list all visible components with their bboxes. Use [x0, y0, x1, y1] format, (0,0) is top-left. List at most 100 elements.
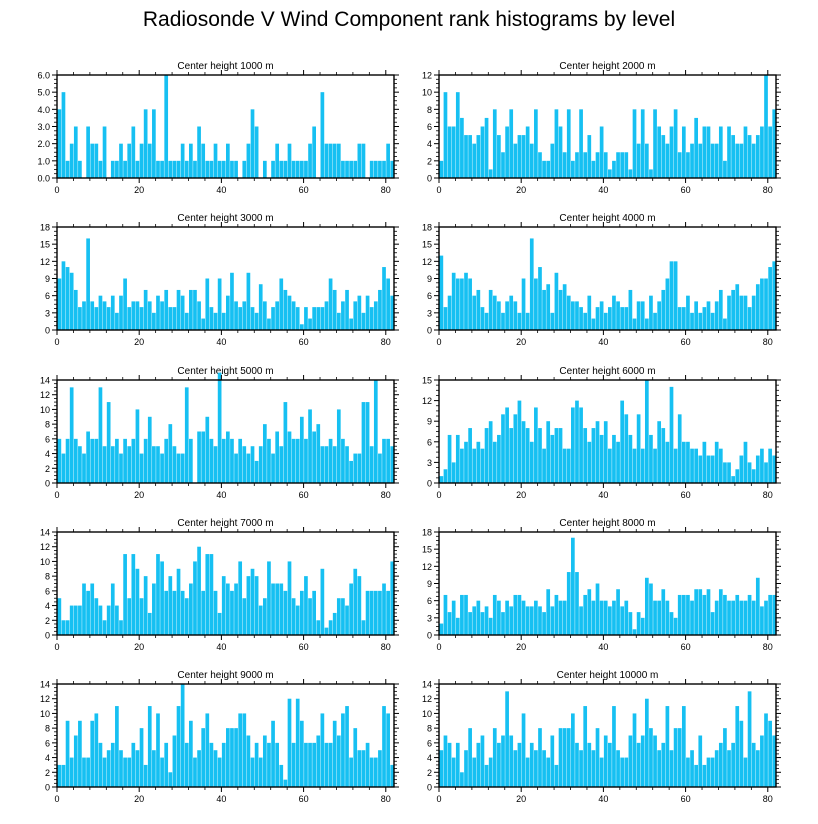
bar: [661, 742, 666, 787]
bar: [353, 160, 358, 178]
bar: [341, 598, 345, 635]
bar: [382, 583, 386, 635]
bar: [755, 577, 760, 635]
bar: [271, 160, 275, 178]
bar: [665, 278, 670, 330]
bar: [279, 278, 284, 330]
chart-panel-2: Center height 2000 m 0 2 4 6 8 10 12 0 20 40 60 80: [422, 61, 781, 195]
bar: [488, 421, 493, 483]
bar: [246, 735, 251, 787]
bar: [468, 278, 472, 330]
bar: [447, 612, 452, 635]
bar: [369, 757, 374, 787]
y-tick-label: 14: [40, 528, 50, 538]
bar: [304, 438, 308, 483]
bar: [595, 421, 600, 483]
bar: [135, 750, 140, 787]
bar: [702, 441, 707, 483]
bar: [90, 583, 95, 635]
bar: [123, 757, 127, 787]
bar: [341, 438, 345, 483]
y-tick-label: 12: [40, 257, 50, 267]
bar: [287, 698, 292, 787]
bar: [287, 561, 292, 635]
bar: [119, 453, 123, 483]
bar: [127, 757, 132, 787]
bar: [275, 583, 280, 635]
bar: [275, 742, 280, 787]
bar: [349, 583, 353, 635]
bar: [492, 109, 497, 178]
bar: [718, 589, 723, 635]
bar: [723, 728, 727, 787]
bar: [254, 126, 259, 178]
bar: [636, 414, 641, 483]
y-tick-label: 4.0: [37, 105, 50, 115]
bar: [176, 160, 181, 178]
bar: [279, 764, 284, 787]
bar: [378, 750, 382, 787]
y-tick-label: 0: [45, 783, 50, 793]
bar: [583, 594, 588, 635]
bar: [328, 438, 333, 483]
bar: [587, 742, 592, 787]
bar: [562, 728, 567, 787]
bar: [497, 135, 501, 178]
bar: [760, 606, 764, 635]
bar: [484, 606, 489, 635]
bar: [562, 600, 567, 635]
bar: [451, 462, 456, 483]
bar: [336, 409, 341, 483]
bar: [69, 757, 74, 787]
chart-panel-5: Center height 5000 m 0 2 4 6 8 10 12 14 0 20 40 60 80: [40, 366, 399, 500]
bar: [706, 589, 711, 635]
x-tick-label: 80: [381, 490, 391, 500]
bar: [616, 589, 620, 635]
y-tick-label: 0: [45, 631, 50, 641]
x-tick-label: 60: [299, 794, 309, 804]
y-tick-label: 6: [45, 434, 50, 444]
x-tick-label: 60: [299, 185, 309, 195]
y-tick-label: 6: [45, 586, 50, 596]
x-tick-label: 40: [216, 490, 226, 500]
bar: [390, 160, 395, 178]
bar: [57, 278, 62, 330]
bar: [587, 589, 592, 635]
bar: [439, 623, 444, 635]
bar: [710, 757, 715, 787]
bar: [702, 594, 707, 635]
bar: [681, 307, 686, 330]
bar: [349, 757, 353, 787]
chart-title: Center height 10000 m: [557, 670, 659, 681]
bar: [156, 295, 160, 330]
bar: [353, 301, 358, 330]
bar: [603, 312, 608, 330]
bar: [172, 307, 177, 330]
bar: [283, 779, 288, 787]
bar: [230, 272, 234, 330]
bar: [386, 713, 390, 787]
bar: [690, 312, 694, 330]
bar: [73, 289, 78, 330]
bar: [226, 431, 230, 483]
bar: [723, 462, 727, 483]
y-tick-label: 9: [45, 274, 50, 284]
bar: [115, 438, 119, 483]
bar: [131, 301, 136, 330]
bar: [620, 152, 625, 178]
y-tick-label: 0: [45, 479, 50, 489]
bar: [464, 441, 468, 483]
bar: [558, 126, 563, 178]
bar: [230, 438, 234, 483]
bar: [271, 583, 275, 635]
bar: [455, 92, 460, 178]
bar: [86, 126, 90, 178]
bar: [382, 160, 386, 178]
bar: [139, 307, 144, 330]
bar: [751, 469, 756, 483]
bar: [332, 143, 337, 178]
bar: [554, 428, 559, 483]
bar: [608, 307, 612, 330]
bar: [591, 750, 596, 787]
bar: [73, 126, 78, 178]
